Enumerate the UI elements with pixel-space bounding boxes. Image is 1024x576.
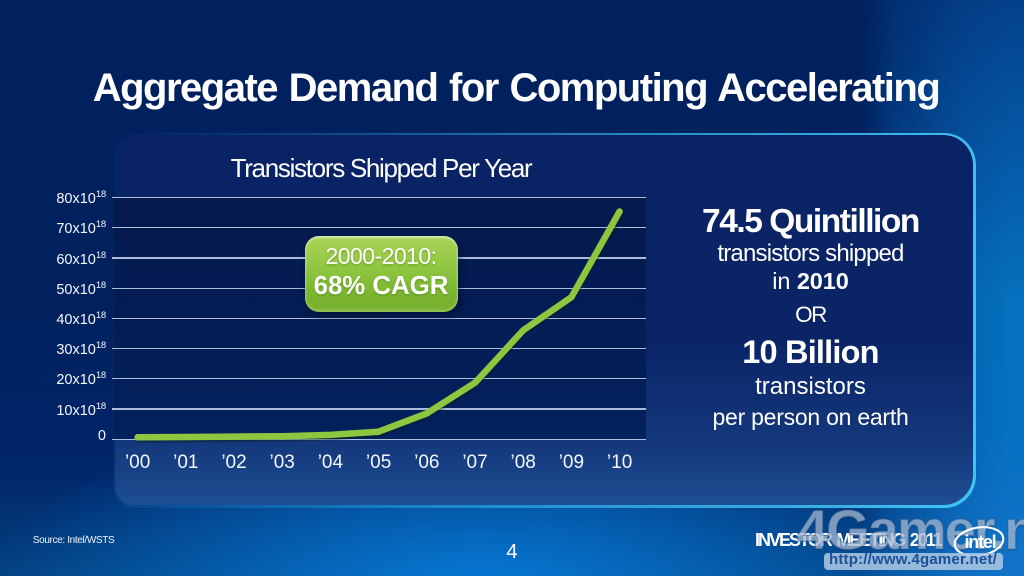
svg-text:intel: intel bbox=[964, 532, 995, 552]
